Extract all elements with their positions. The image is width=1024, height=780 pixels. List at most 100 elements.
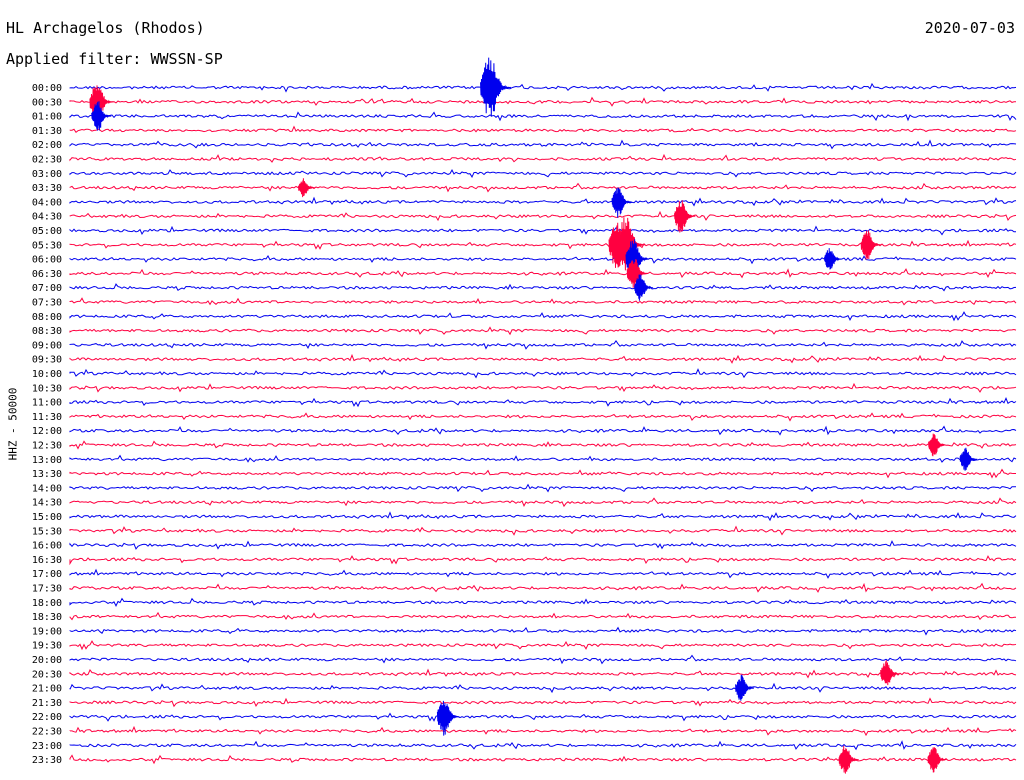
- trace-line: [69, 397, 1017, 408]
- trace-line: [69, 210, 1017, 222]
- trace-line: [69, 582, 1017, 593]
- filter-label: Applied filter: WWSSN-SP: [6, 50, 223, 68]
- trace-line: [69, 225, 1016, 236]
- trace-line: [69, 268, 1017, 279]
- time-tick-label: 21:30: [32, 698, 62, 709]
- time-tick-label: 08:00: [32, 312, 62, 323]
- time-tick-label: 13:00: [32, 455, 62, 466]
- trace-line: [69, 540, 1017, 550]
- seismic-traces: [69, 82, 1017, 765]
- trace-line: [69, 525, 1017, 536]
- time-tick-label: 22:30: [32, 727, 62, 738]
- event-burst: [89, 85, 114, 124]
- time-tick-label: 11:30: [32, 412, 62, 423]
- event-burst: [928, 433, 946, 457]
- event-burst: [880, 660, 900, 686]
- trace-line: [69, 169, 1017, 178]
- event-burst: [959, 447, 978, 471]
- time-tick-label: 04:30: [32, 212, 62, 223]
- trace-line: [69, 311, 1017, 322]
- time-tick-label: 09:00: [32, 340, 62, 351]
- trace-line: [69, 82, 1017, 93]
- event-burst: [611, 187, 632, 218]
- event-burst: [626, 259, 648, 288]
- trace-line: [69, 182, 1017, 193]
- time-tick-label: 03:30: [32, 183, 62, 194]
- trace-line: [69, 597, 1017, 607]
- trace-line: [69, 725, 1017, 737]
- event-burst: [480, 57, 511, 117]
- time-tick-label: 17:00: [32, 569, 62, 580]
- trace-line: [69, 440, 1017, 450]
- trace-line: [69, 255, 1017, 265]
- time-tick-label: 01:00: [32, 112, 62, 123]
- time-tick-label: 13:30: [32, 469, 62, 480]
- trace-line: [69, 196, 1017, 207]
- event-burst: [298, 178, 315, 198]
- time-tick-label: 18:30: [32, 612, 62, 623]
- time-tick-labels: 00:00 00:30 01:00 01:30 02:00 02:30 03:00 03:30…: [32, 83, 62, 766]
- event-burst: [634, 274, 654, 301]
- trace-line: [69, 682, 1017, 694]
- time-tick-label: 03:00: [32, 169, 62, 180]
- event-burst: [824, 248, 842, 270]
- time-tick-label: 14:00: [32, 483, 62, 494]
- trace-line: [69, 497, 1017, 508]
- time-tick-label: 20:00: [32, 655, 62, 666]
- trace-line: [69, 353, 1017, 364]
- event-burst: [860, 230, 881, 260]
- time-tick-label: 08:30: [32, 326, 62, 337]
- time-tick-label: 16:30: [32, 555, 62, 566]
- time-tick-label: 02:00: [32, 140, 62, 151]
- trace-line: [69, 326, 1017, 336]
- trace-line: [69, 340, 1017, 350]
- trace-line: [69, 382, 1017, 393]
- time-tick-label: 07:00: [32, 283, 62, 294]
- event-marks: [89, 57, 978, 774]
- time-tick-label: 04:00: [32, 197, 62, 208]
- event-burst: [436, 700, 460, 736]
- trace-line: [69, 483, 1017, 493]
- station-title: HL Archagelos (Rhodos): [6, 19, 205, 37]
- time-tick-label: 16:00: [32, 541, 62, 552]
- time-tick-label: 06:00: [32, 255, 62, 266]
- event-burst: [838, 745, 859, 774]
- trace-line: [69, 412, 1017, 422]
- trace-line: [69, 754, 1017, 765]
- trace-line: [69, 297, 1017, 306]
- trace-line: [69, 668, 1017, 679]
- trace-line: [69, 555, 1017, 566]
- time-tick-label: 23:30: [32, 755, 62, 766]
- trace-line: [69, 640, 1017, 651]
- trace-line: [69, 368, 1017, 379]
- time-tick-label: 19:30: [32, 641, 62, 652]
- time-tick-label: 17:30: [32, 584, 62, 595]
- time-tick-label: 05:00: [32, 226, 62, 237]
- trace-line: [69, 454, 1017, 463]
- time-tick-label: 22:00: [32, 712, 62, 723]
- time-tick-label: 12:30: [32, 441, 62, 452]
- event-burst: [91, 101, 112, 131]
- trace-line: [69, 626, 1017, 636]
- trace-line: [69, 153, 1017, 163]
- trace-line: [69, 239, 1017, 250]
- time-tick-label: 19:00: [32, 626, 62, 637]
- event-burst: [674, 200, 696, 233]
- time-tick-label: 21:00: [32, 684, 62, 695]
- time-tick-label: 01:30: [32, 126, 62, 137]
- trace-line: [69, 611, 1017, 621]
- trace-line: [69, 712, 1017, 722]
- time-tick-label: 15:00: [32, 512, 62, 523]
- trace-line: [69, 468, 1016, 479]
- trace-line: [69, 697, 1017, 708]
- time-tick-label: 09:30: [32, 355, 62, 366]
- trace-line: [69, 511, 1017, 522]
- time-tick-label: 05:30: [32, 240, 62, 251]
- time-tick-label: 07:30: [32, 298, 62, 309]
- event-burst: [927, 747, 947, 773]
- time-tick-label: 14:30: [32, 498, 62, 509]
- time-tick-label: 18:00: [32, 598, 62, 609]
- trace-line: [69, 654, 1017, 665]
- trace-line: [69, 139, 1017, 150]
- event-burst: [735, 674, 754, 701]
